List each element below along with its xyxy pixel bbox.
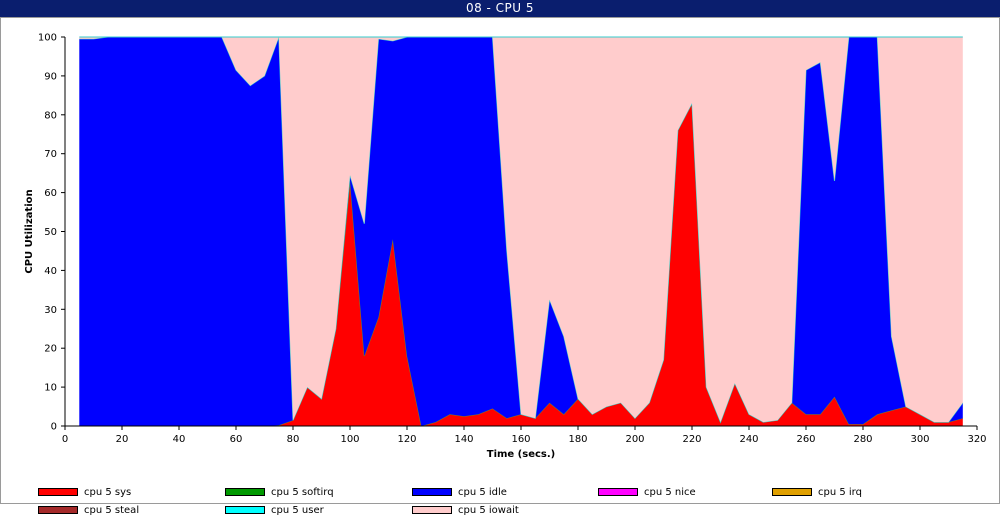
x-tick-label: 300 xyxy=(910,434,929,445)
legend-swatch-nice xyxy=(598,488,638,496)
x-tick-label: 0 xyxy=(62,434,68,445)
x-tick-label: 240 xyxy=(739,434,758,445)
x-tick-label: 100 xyxy=(340,434,359,445)
legend-swatch-irq xyxy=(772,488,812,496)
chart-panel: 0 10 20 30 40 50 60 70 80 90 100 0 20 40 60 80 100 120 140… xyxy=(0,17,1000,516)
y-tick-label: 70 xyxy=(44,149,57,160)
x-tick-label: 60 xyxy=(230,434,243,445)
x-tick-label: 20 xyxy=(116,434,129,445)
x-tick-label: 120 xyxy=(397,434,416,445)
legend-item-nice: cpu 5 nice xyxy=(598,485,696,499)
legend-swatch-user xyxy=(225,506,265,514)
legend-item-user: cpu 5 user xyxy=(225,503,324,517)
legend-item-irq: cpu 5 irq xyxy=(772,485,862,499)
y-axis-label: CPU Utilization xyxy=(24,189,35,273)
legend-label-steal: cpu 5 steal xyxy=(84,504,140,516)
legend-label-nice: cpu 5 nice xyxy=(644,486,696,498)
legend-swatch-iowait xyxy=(412,506,452,514)
legend-swatch-sys xyxy=(38,488,78,496)
legend-label-softirq: cpu 5 softirq xyxy=(271,486,334,498)
y-tick-label: 10 xyxy=(44,383,57,394)
series-area-cpu-5-iowait xyxy=(79,37,963,423)
y-tick-label: 80 xyxy=(44,110,57,121)
x-tick-label: 140 xyxy=(454,434,473,445)
y-tick-label: 20 xyxy=(44,344,57,355)
legend-item-idle: cpu 5 idle xyxy=(412,485,507,499)
y-tick-label: 50 xyxy=(44,227,57,238)
x-tick-label: 40 xyxy=(173,434,186,445)
legend-item-iowait: cpu 5 iowait xyxy=(412,503,519,517)
legend-item-steal: cpu 5 steal xyxy=(38,503,139,517)
legend-swatch-steal xyxy=(38,506,78,514)
legend-label-idle: cpu 5 idle xyxy=(458,486,507,498)
y-tick-label: 100 xyxy=(38,33,57,44)
y-tick-label: 40 xyxy=(44,266,57,277)
legend-label-iowait: cpu 5 iowait xyxy=(458,504,519,516)
legend-item-sys: cpu 5 sys xyxy=(38,485,131,499)
y-tick-label: 90 xyxy=(44,71,57,82)
legend-label-user: cpu 5 user xyxy=(271,504,324,516)
x-tick-label: 200 xyxy=(625,434,644,445)
legend-label-sys: cpu 5 sys xyxy=(84,486,132,498)
x-tick-label: 320 xyxy=(967,434,986,445)
x-tick-label: 180 xyxy=(568,434,587,445)
legend-label-irq: cpu 5 irq xyxy=(818,486,862,498)
x-tick-label: 220 xyxy=(682,434,701,445)
legend-item-softirq: cpu 5 softirq xyxy=(225,485,334,499)
y-tick-label: 30 xyxy=(44,305,57,316)
x-tick-label: 80 xyxy=(287,434,300,445)
x-tick-label: 280 xyxy=(853,434,872,445)
x-tick-label: 160 xyxy=(511,434,530,445)
legend-swatch-idle xyxy=(412,488,452,496)
y-tick-label: 0 xyxy=(51,422,57,433)
legend-swatch-softirq xyxy=(225,488,265,496)
cpu-utilization-chart: 0 10 20 30 40 50 60 70 80 90 100 0 20 40 60 80 100 120 140… xyxy=(24,33,987,461)
chart-legend: cpu 5 sys cpu 5 softirq cpu 5 idle cpu 5… xyxy=(1,478,1000,522)
window-title-bar: 08 - CPU 5 xyxy=(0,0,1000,17)
x-axis-label: Time (secs.) xyxy=(487,449,556,460)
window-title: 08 - CPU 5 xyxy=(465,1,535,15)
y-tick-label: 60 xyxy=(44,188,57,199)
series-area-cpu-5-idle xyxy=(79,37,963,426)
x-tick-label: 260 xyxy=(796,434,815,445)
